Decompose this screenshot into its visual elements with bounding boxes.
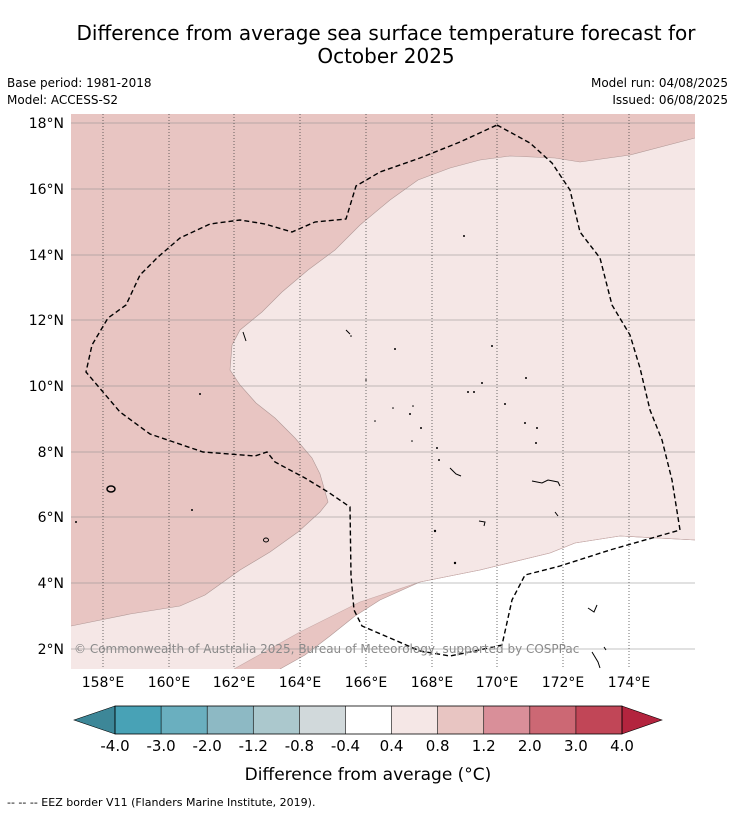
anomaly-zone-0-4-to-0-8 xyxy=(71,138,695,669)
colorbar-swatch xyxy=(115,706,162,734)
colorbar-swatch xyxy=(253,706,300,734)
lon-label: 164°E xyxy=(279,675,322,691)
lon-label: 162°E xyxy=(213,675,256,691)
colorbar-tick: 0.8 xyxy=(426,737,450,755)
lat-label: 18°N xyxy=(29,116,64,132)
colorbar-tick: 2.0 xyxy=(518,737,542,755)
colorbar-swatch xyxy=(529,706,577,734)
map-area: © Commonwealth of Australia 2025, Bureau… xyxy=(71,114,695,669)
colorbar-swatch xyxy=(161,706,208,734)
lon-label: 174°E xyxy=(608,675,651,691)
colorbar-swatch xyxy=(391,706,438,734)
lat-label: 2°N xyxy=(38,642,64,658)
eez-border xyxy=(85,124,681,657)
lat-label: 16°N xyxy=(29,182,64,198)
longitude-labels: 158°E 160°E 162°E 164°E 166°E 168°E 170°… xyxy=(82,675,651,691)
meta-left: Base period: 1981-2018 Model: ACCESS-S2 xyxy=(7,75,152,109)
colorbar-swatch xyxy=(575,706,623,734)
colorbar-swatch xyxy=(483,706,531,734)
small-islets xyxy=(75,235,538,565)
colorbar-tick: -4.0 xyxy=(100,737,129,755)
colorbar-tick: 4.0 xyxy=(610,737,634,755)
colorbar-tick-labels: -4.0 -3.0 -2.0 -1.2 -0.8 -0.4 0.4 0.8 1.2 2.0 3.0 4… xyxy=(100,737,634,755)
colorbar: -4.0 -3.0 -2.0 -1.2 -0.8 -0.4 0.4 0.8 1.2 2.0 3.0 4… xyxy=(73,705,663,785)
lat-label: 6°N xyxy=(38,510,64,526)
copyright-notice: © Commonwealth of Australia 2025, Bureau… xyxy=(74,642,579,656)
colorbar-tick: -2.0 xyxy=(193,737,222,755)
colorbar-swatch xyxy=(437,706,485,734)
islands xyxy=(106,329,607,669)
map-title: Difference from average sea surface temp… xyxy=(0,22,736,68)
title-line-1: Difference from average sea surface temp… xyxy=(76,21,696,45)
colorbar-tick: 3.0 xyxy=(564,737,588,755)
colorbar-under-arrow xyxy=(73,705,116,735)
lat-label: 8°N xyxy=(38,445,64,461)
colorbar-swatch xyxy=(345,706,392,734)
colorbar-swatches xyxy=(115,706,623,734)
meta-right: Model run: 04/08/2025 Issued: 06/08/2025 xyxy=(591,75,728,109)
lat-label: 14°N xyxy=(29,248,64,264)
lon-label: 160°E xyxy=(148,675,191,691)
eez-legend: -- -- -- EEZ border V11 (Flanders Marine… xyxy=(7,796,316,809)
base-period: Base period: 1981-2018 xyxy=(7,76,152,90)
issued-date: Issued: 06/08/2025 xyxy=(612,93,728,107)
longitude-gridlines xyxy=(102,114,630,669)
lon-label: 168°E xyxy=(411,675,454,691)
colorbar-frame xyxy=(114,705,623,735)
lat-label: 12°N xyxy=(29,313,64,329)
lat-label: 4°N xyxy=(38,576,64,592)
latitude-gridlines xyxy=(71,122,695,650)
model-run: Model run: 04/08/2025 xyxy=(590,76,728,90)
colorbar-swatch xyxy=(207,706,254,734)
colorbar-swatch xyxy=(299,706,346,734)
model-name: Model: ACCESS-S2 xyxy=(7,93,119,107)
lon-label: 172°E xyxy=(542,675,585,691)
colorbar-tick: -3.0 xyxy=(146,737,175,755)
lon-label: 166°E xyxy=(345,675,388,691)
colorbar-tick: 1.2 xyxy=(472,737,496,755)
colorbar-tick: -1.2 xyxy=(239,737,268,755)
colorbar-tick: -0.8 xyxy=(285,737,314,755)
colorbar-over-arrow xyxy=(621,705,663,735)
lon-label: 158°E xyxy=(82,675,125,691)
colorbar-tick: 0.4 xyxy=(380,737,404,755)
latitude-labels: 18°N 16°N 14°N 12°N 10°N 8°N 6°N 4°N 2°N xyxy=(29,116,64,658)
colorbar-tick: -0.4 xyxy=(331,737,360,755)
colorbar-label: Difference from average (°C) xyxy=(245,765,492,785)
title-line-2: October 2025 xyxy=(317,44,455,68)
lat-label: 10°N xyxy=(29,379,64,395)
lon-label: 170°E xyxy=(476,675,519,691)
